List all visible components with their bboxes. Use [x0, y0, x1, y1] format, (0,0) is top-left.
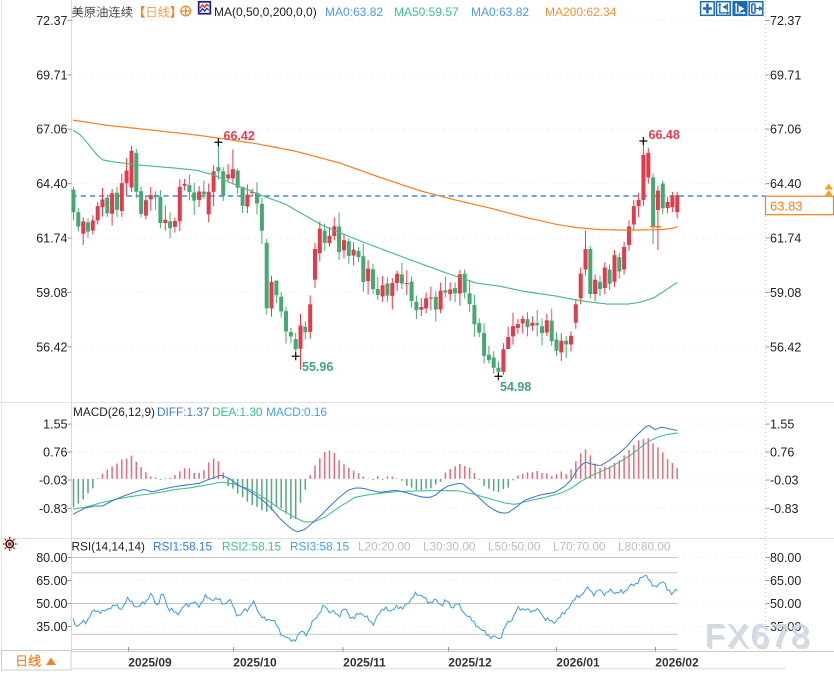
svg-text:RSI1:58.15: RSI1:58.15 [153, 540, 212, 554]
svg-text:61.74: 61.74 [36, 231, 67, 245]
svg-text:2025/10: 2025/10 [233, 656, 277, 670]
svg-text:66.42: 66.42 [224, 129, 255, 143]
svg-text:FX678: FX678 [707, 619, 813, 656]
svg-text:MACD(26,12,9): MACD(26,12,9) [73, 405, 155, 419]
svg-text:63.83: 63.83 [770, 199, 803, 214]
svg-text:66.48: 66.48 [649, 128, 680, 142]
svg-text:72.37: 72.37 [770, 14, 801, 28]
svg-text:L20:20.00: L20:20.00 [358, 540, 411, 554]
svg-text:65.00: 65.00 [36, 574, 67, 588]
svg-text:35.00: 35.00 [770, 620, 801, 634]
svg-text:L70:70.00: L70:70.00 [553, 540, 606, 554]
svg-text:2025/11: 2025/11 [343, 656, 386, 670]
svg-text:MA(0,50,0,200,0,0): MA(0,50,0,200,0,0) [214, 5, 317, 19]
svg-text:-0.03: -0.03 [770, 474, 799, 488]
svg-text:69.71: 69.71 [36, 68, 67, 82]
svg-text:72.37: 72.37 [36, 14, 67, 28]
svg-text:64.40: 64.40 [36, 177, 67, 191]
svg-text:RSI3:58.15: RSI3:58.15 [290, 540, 349, 554]
svg-text:2026/01: 2026/01 [556, 656, 600, 670]
svg-text:65.00: 65.00 [770, 574, 801, 588]
svg-text:59.08: 59.08 [36, 286, 67, 300]
svg-text:-0.83: -0.83 [770, 502, 799, 516]
svg-text:MACD:0.16: MACD:0.16 [266, 405, 327, 419]
svg-text:MA50:59.57: MA50:59.57 [394, 5, 459, 19]
svg-text:56.42: 56.42 [770, 340, 801, 354]
svg-text:0.76: 0.76 [770, 446, 794, 460]
svg-text:55.96: 55.96 [302, 360, 333, 374]
svg-text:RSI(14,14,14): RSI(14,14,14) [72, 540, 146, 554]
svg-text:1.55: 1.55 [770, 418, 794, 432]
svg-text:2026/02: 2026/02 [655, 656, 699, 670]
svg-text:RSI2:58.15: RSI2:58.15 [222, 540, 281, 554]
svg-text:2025/09: 2025/09 [128, 656, 172, 670]
svg-text:61.74: 61.74 [770, 231, 801, 245]
svg-text:-0.83: -0.83 [39, 502, 68, 516]
svg-text:80.00: 80.00 [770, 551, 801, 565]
svg-text:FX678: FX678 [705, 617, 811, 654]
svg-text:80.00: 80.00 [36, 551, 67, 565]
svg-text:0.76: 0.76 [43, 446, 67, 460]
svg-text:67.06: 67.06 [770, 123, 801, 137]
svg-text:DIFF:1.37: DIFF:1.37 [157, 405, 209, 419]
svg-text:69.71: 69.71 [770, 68, 801, 82]
svg-text:50.00: 50.00 [36, 597, 67, 611]
svg-text:2025/12: 2025/12 [448, 656, 492, 670]
svg-text:64.40: 64.40 [770, 177, 801, 191]
svg-text:1.55: 1.55 [43, 418, 67, 432]
svg-text:35.00: 35.00 [36, 620, 67, 634]
svg-text:56.42: 56.42 [36, 340, 67, 354]
svg-text:59.08: 59.08 [770, 286, 801, 300]
svg-text:L50:50.00: L50:50.00 [488, 540, 541, 554]
svg-text:DEA:1.30: DEA:1.30 [212, 405, 263, 419]
svg-text:MA0:63.82: MA0:63.82 [471, 5, 529, 19]
svg-text:L80:80.00: L80:80.00 [618, 540, 671, 554]
svg-text:54.98: 54.98 [500, 380, 531, 394]
svg-text:MA200:62.34: MA200:62.34 [545, 5, 617, 19]
svg-text:MA0:63.82: MA0:63.82 [325, 5, 383, 19]
svg-text:50.00: 50.00 [770, 597, 801, 611]
svg-text:67.06: 67.06 [36, 123, 67, 137]
svg-text:L30:30.00: L30:30.00 [423, 540, 476, 554]
svg-text:-0.03: -0.03 [39, 474, 68, 488]
